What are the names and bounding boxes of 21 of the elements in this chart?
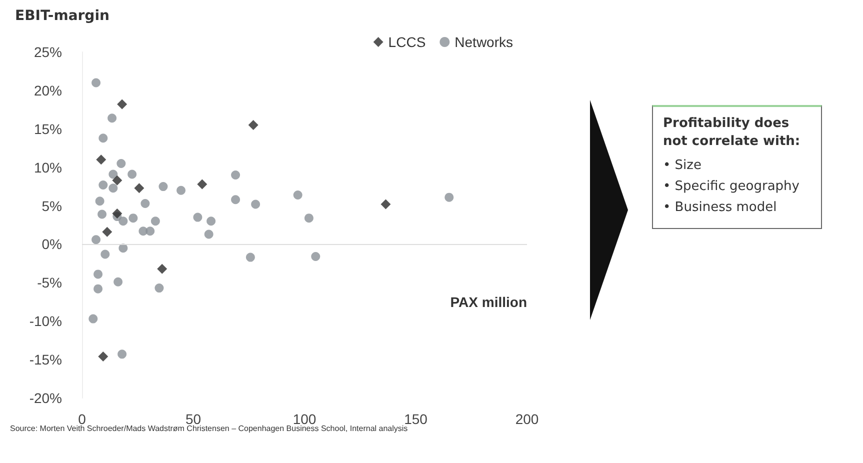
text: Profitability does not correlate with: [663, 115, 802, 151]
x-tick-label: 200 [515, 411, 539, 427]
y-tick-label: 15% [34, 120, 62, 137]
text: • Size [663, 157, 702, 174]
y-axis-title: EBIT-margin [15, 8, 110, 24]
y-tick-label: -10% [29, 313, 62, 330]
x-axis-title: PAX million [450, 294, 527, 310]
x-tick-label: 150 [404, 411, 428, 427]
y-tick-label: 0% [42, 236, 62, 252]
y-tick-label: 10% [34, 159, 62, 176]
y-tick-label: -15% [29, 352, 62, 368]
y-tick-label: 5% [42, 198, 62, 214]
y-tick-label: 25% [34, 44, 62, 60]
legend-label: Networks [454, 34, 514, 50]
text: • Specific geography [663, 178, 800, 195]
source-note: Source: Morten Veith Schroeder/Mads Wadstrøm Christensen – Copenhagen Business School, Internal analysis [10, 424, 408, 433]
legend-label: LCCS [388, 34, 426, 50]
y-tick-label: -20% [29, 390, 62, 406]
text: • Business model [663, 199, 778, 216]
y-tick-label: -5% [37, 274, 62, 291]
y-tick-label: 20% [34, 82, 62, 98]
